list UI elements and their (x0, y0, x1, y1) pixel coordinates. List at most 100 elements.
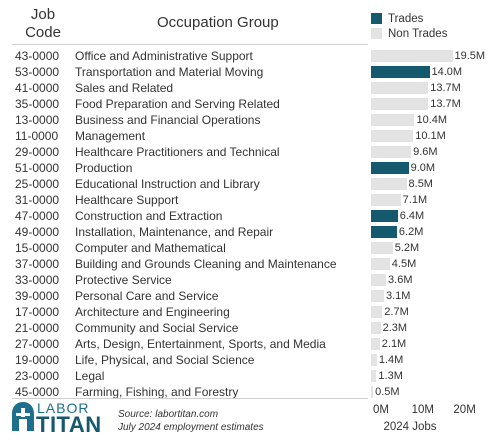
bar-non-trades (371, 338, 380, 350)
job-code: 13-0000 (15, 113, 60, 127)
bar-value-label: 4.5M (391, 258, 417, 270)
bar-value-label: 9.6M (413, 146, 438, 158)
legend-item-trades: Trades (371, 11, 447, 26)
bar-value-label: 13.7M (430, 98, 461, 110)
bar-value-label: 5.2M (394, 242, 420, 254)
header-divider (12, 44, 368, 45)
labor-titan-logo: LABOR TITAN (10, 400, 110, 437)
legend-label-trades: Trades (388, 12, 424, 25)
bar-value-label: 6.4M (399, 210, 425, 222)
bar-trades (371, 66, 430, 78)
job-code: 21-0000 (15, 321, 60, 335)
table-row: 37-0000 Building and Grounds Cleaning and… (0, 256, 500, 272)
occupation-name: Educational Instruction and Library (75, 177, 260, 191)
occupation-name: Farming, Fishing, and Forestry (75, 385, 239, 399)
job-code: 49-0000 (15, 225, 60, 239)
bar-non-trades (371, 306, 383, 318)
job-code: 45-0000 (15, 385, 60, 399)
x-tick-label: 20M (453, 404, 476, 416)
occupation-name: Building and Grounds Cleaning and Mainte… (75, 257, 337, 271)
bar-value-label: 10.4M (416, 114, 448, 126)
x-axis-label: 2024 Jobs (383, 421, 437, 433)
bar-non-trades (371, 130, 414, 142)
occupation-name: Personal Care and Service (75, 289, 219, 303)
bar-non-trades (371, 370, 377, 382)
bar-value-label: 19.5M (454, 50, 486, 62)
bar-non-trades (371, 258, 390, 270)
legend-swatch-non-trades (371, 28, 382, 39)
bar-trades (371, 210, 398, 222)
job-code: 51-0000 (15, 161, 60, 175)
occupation-name: Legal (75, 369, 105, 383)
table-row: 11-0000 Management 10.1M (0, 128, 500, 144)
occupation-name: Office and Administrative Support (75, 49, 253, 63)
occupation-name: Architecture and Engineering (75, 305, 230, 319)
job-code: 11-0000 (15, 129, 59, 143)
occupation-name: Installation, Maintenance, and Repair (75, 225, 274, 239)
job-code: 31-0000 (15, 193, 60, 207)
job-code: 35-0000 (15, 97, 60, 111)
table-row: 27-0000 Arts, Design, Entertainment, Spor… (0, 336, 500, 352)
job-code-header: Job Code (10, 6, 76, 42)
occupation-name: Business and Financial Operations (75, 113, 261, 127)
occupation-name: Life, Physical, and Social Science (75, 353, 255, 367)
table-row: 19-0000 Life, Physical, and Social Scienc… (0, 352, 500, 368)
job-code: 19-0000 (15, 353, 60, 367)
logo-word-labor: LABOR (37, 400, 90, 416)
table-row: 13-0000 Business and Financial Operations… (0, 112, 500, 128)
estimate-note: July 2024 employment estimates (118, 422, 264, 433)
table-row: 53-0000 Transportation and Material Movin… (0, 64, 500, 80)
x-tick-label: 0M (373, 404, 389, 416)
job-code: 25-0000 (15, 177, 60, 191)
occupation-name: Production (75, 161, 133, 175)
job-code: 27-0000 (15, 337, 60, 351)
bar-value-label: 1.3M (378, 370, 403, 382)
footer-divider (12, 398, 368, 399)
bar-non-trades (371, 242, 393, 254)
bar-value-label: 3.6M (388, 274, 413, 286)
bar-value-label: 2.7M (384, 306, 409, 318)
job-code: 43-0000 (15, 49, 60, 63)
occupation-name: Community and Social Service (75, 321, 239, 335)
occupation-name: Arts, Design, Entertainment, Sports, and… (75, 337, 326, 351)
bar-value-label: 0.5M (375, 386, 400, 398)
bar-non-trades (371, 386, 374, 398)
table-row: 47-0000 Construction and Extraction 6.4M (0, 208, 500, 224)
table-row: 31-0000 Healthcare Support 7.1M (0, 192, 500, 208)
table-row: 39-0000 Personal Care and Service 3.1M (0, 288, 500, 304)
table-row: 15-0000 Computer and Mathematical 5.2M (0, 240, 500, 256)
occupation-name: Healthcare Support (75, 193, 179, 207)
job-code: 37-0000 (15, 257, 60, 271)
job-code: 47-0000 (15, 209, 60, 223)
bar-non-trades (371, 114, 415, 126)
bar-value-label: 2.3M (382, 322, 408, 334)
table-row: 17-0000 Architecture and Engineering 2.7M (0, 304, 500, 320)
occupation-name: Construction and Extraction (75, 209, 223, 223)
bar-non-trades (371, 98, 429, 110)
occupation-name: Sales and Related (75, 81, 174, 95)
table-row: 51-0000 Production 9.0M (0, 160, 500, 176)
bar-non-trades (371, 146, 412, 158)
bar-trades (371, 162, 409, 174)
table-row: 25-0000 Educational Instruction and Libra… (0, 176, 500, 192)
job-code-header-line2: Code (25, 24, 61, 41)
titan-helmet-icon (12, 402, 34, 431)
bar-value-label: 1.4M (378, 354, 404, 366)
job-code: 23-0000 (15, 369, 60, 383)
job-code: 53-0000 (15, 65, 60, 79)
bar-non-trades (371, 178, 407, 190)
job-code: 29-0000 (15, 145, 60, 159)
bar-value-label: 3.1M (385, 290, 411, 302)
table-row: 41-0000 Sales and Related 13.7M (0, 80, 500, 96)
table-row: 21-0000 Community and Social Service 2.3M (0, 320, 500, 336)
source-note: Source: labortitan.com July 2024 employm… (118, 408, 264, 434)
table-row: 45-0000 Farming, Fishing, and Forestry 0.5… (0, 384, 500, 400)
legend-label-non-trades: Non Trades (388, 27, 448, 40)
job-code: 33-0000 (15, 273, 60, 287)
bar-value-label: 14.0M (431, 66, 463, 78)
occupation-group-header: Occupation Group (157, 14, 279, 31)
occupation-name: Transportation and Material Moving (75, 65, 264, 79)
bar-value-label: 6.2M (398, 226, 424, 238)
bar-non-trades (371, 290, 384, 302)
bar-value-label: 2.1M (381, 338, 407, 350)
